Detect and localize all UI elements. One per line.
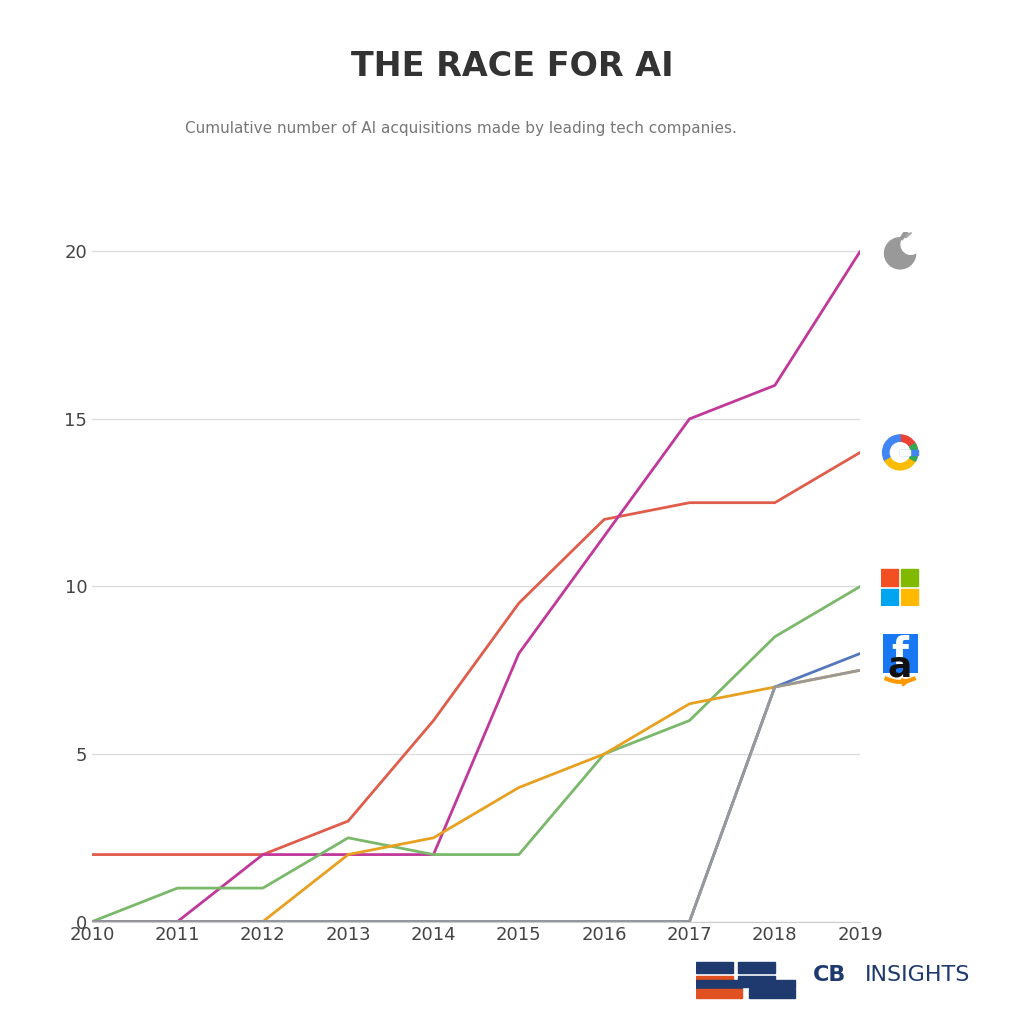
Bar xyxy=(696,989,742,997)
Bar xyxy=(901,568,918,586)
Polygon shape xyxy=(901,234,921,254)
Wedge shape xyxy=(900,443,918,461)
Bar xyxy=(900,451,910,455)
Text: THE RACE FOR AI: THE RACE FOR AI xyxy=(350,50,674,83)
Bar xyxy=(749,980,795,988)
Bar xyxy=(737,962,775,973)
Wedge shape xyxy=(883,435,900,461)
Polygon shape xyxy=(902,232,911,238)
Polygon shape xyxy=(885,238,915,269)
Text: f: f xyxy=(892,635,908,673)
Text: CB: CB xyxy=(813,966,847,985)
Bar xyxy=(749,989,795,997)
Bar xyxy=(696,980,742,988)
Text: INSIGHTS: INSIGHTS xyxy=(865,966,971,985)
Text: a: a xyxy=(888,649,912,683)
Bar xyxy=(881,568,898,586)
Bar xyxy=(696,976,733,987)
Bar xyxy=(881,589,898,606)
Circle shape xyxy=(890,442,910,462)
Bar xyxy=(696,962,733,973)
Bar xyxy=(901,589,918,606)
Wedge shape xyxy=(885,453,915,470)
Bar xyxy=(737,976,775,987)
Bar xyxy=(900,451,918,455)
Text: Cumulative number of AI acquisitions made by leading tech companies.: Cumulative number of AI acquisitions mad… xyxy=(185,121,736,135)
Wedge shape xyxy=(900,435,918,461)
